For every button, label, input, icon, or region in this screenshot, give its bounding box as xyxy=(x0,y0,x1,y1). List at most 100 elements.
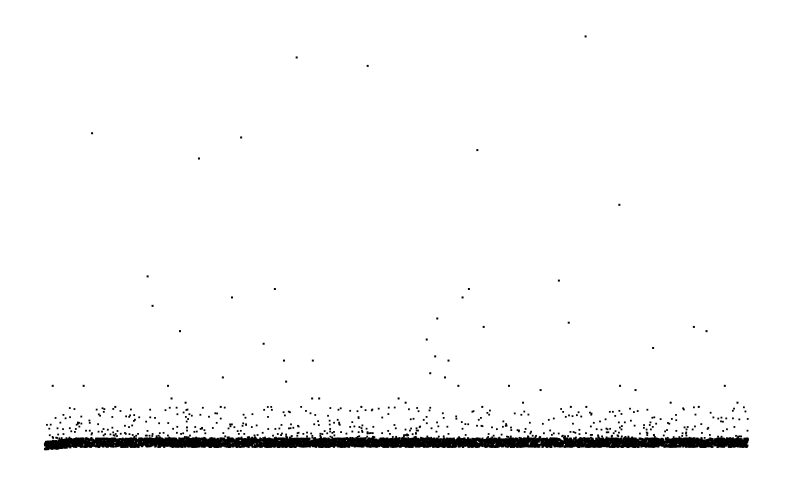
scatter-point xyxy=(404,444,407,448)
scatter-point xyxy=(173,444,176,447)
scatter-point xyxy=(705,440,708,443)
scatter-point xyxy=(674,440,677,443)
scatter-point xyxy=(544,440,547,443)
scatter-point xyxy=(636,444,640,447)
scatter-point xyxy=(626,445,629,448)
scatter-point xyxy=(456,437,460,440)
scatter-point xyxy=(224,440,227,443)
scatter-point xyxy=(168,438,171,441)
scatter-point xyxy=(701,445,704,448)
scatter-point xyxy=(577,445,581,448)
scatter-point xyxy=(44,442,47,445)
scatter-point xyxy=(331,444,334,447)
scatter-point xyxy=(548,444,551,447)
scatter-point xyxy=(84,443,87,446)
scatter-point xyxy=(222,437,225,440)
scatter-point xyxy=(434,444,437,447)
scatter-point xyxy=(619,445,622,448)
scatter-point xyxy=(583,439,586,442)
scatter-point xyxy=(46,445,49,448)
scatter-point xyxy=(244,444,247,447)
scatter-point xyxy=(447,445,451,448)
scatter-point xyxy=(393,439,397,442)
scatter-point xyxy=(208,440,211,444)
scatter-point xyxy=(472,438,475,441)
scatter-point xyxy=(656,440,660,444)
scatter-point xyxy=(436,445,440,448)
scatter-point xyxy=(100,439,103,442)
scatter-point xyxy=(160,444,163,447)
scatter-point xyxy=(659,439,662,443)
scatter-point xyxy=(349,443,353,446)
scatter-point xyxy=(378,438,381,441)
scatter-point xyxy=(410,442,413,445)
scatter-point xyxy=(695,443,698,446)
scatter-point xyxy=(332,443,336,447)
scatter-point xyxy=(602,438,605,442)
scatter-point xyxy=(627,444,630,447)
scatter-point xyxy=(507,441,510,444)
scatter-point xyxy=(257,444,260,447)
scatter-point xyxy=(640,444,644,447)
scatter-point xyxy=(524,444,527,447)
scatter-point xyxy=(56,441,59,444)
scatter-point xyxy=(736,438,739,442)
scatter-point xyxy=(649,441,653,445)
scatter-point xyxy=(279,438,282,441)
scatter-point xyxy=(630,439,634,442)
scatter-point xyxy=(257,439,260,442)
scatter-point xyxy=(193,438,196,441)
scatter-point xyxy=(595,438,598,441)
scatter-point xyxy=(249,441,252,445)
scatter-point xyxy=(100,440,103,444)
scatter-point xyxy=(351,444,354,447)
scatter-point xyxy=(673,438,676,441)
scatter-point xyxy=(179,437,182,440)
scatter-point xyxy=(114,442,117,445)
scatter-point xyxy=(156,441,160,444)
scatter-point xyxy=(223,441,227,444)
scatter-point xyxy=(76,442,79,445)
scatter-point xyxy=(166,438,170,441)
scatter-point xyxy=(140,443,143,446)
scatter-point xyxy=(183,445,187,448)
scatter-point xyxy=(253,444,257,447)
scatter-point xyxy=(537,440,540,443)
scatter-point xyxy=(402,440,405,443)
scatter-point xyxy=(217,439,220,443)
scatter-point xyxy=(65,441,69,444)
scatter-point xyxy=(683,437,686,440)
scatter-point xyxy=(377,443,380,447)
scatter-point xyxy=(189,438,192,441)
scatter-point xyxy=(275,443,278,446)
scatter-point xyxy=(737,441,740,444)
scatter-point xyxy=(64,444,67,447)
scatter-point xyxy=(568,438,571,442)
scatter-point xyxy=(370,438,373,441)
scatter-point xyxy=(215,440,218,444)
scatter-point xyxy=(67,443,71,446)
scatter-point xyxy=(443,444,446,447)
scatter-point xyxy=(169,441,172,444)
scatter-point xyxy=(426,438,430,441)
scatter-point xyxy=(347,438,351,441)
scatter-point xyxy=(731,442,735,445)
scatter-point xyxy=(333,439,336,442)
scatter-point xyxy=(515,438,518,441)
scatter-point xyxy=(332,441,336,444)
scatter-point xyxy=(723,439,726,442)
scatter-point xyxy=(404,442,407,446)
scatter-point xyxy=(52,441,55,444)
scatter-point xyxy=(328,441,331,444)
scatter-point xyxy=(95,444,98,447)
scatter-point xyxy=(179,443,182,446)
scatter-point xyxy=(329,441,332,444)
scatter-point xyxy=(461,438,464,441)
scatter-point xyxy=(124,438,127,441)
scatter-point xyxy=(173,442,176,445)
scatter-point xyxy=(723,445,726,448)
scatter-point xyxy=(222,441,225,444)
scatter-point xyxy=(119,440,122,444)
scatter-point xyxy=(315,442,319,445)
scatter-point xyxy=(612,445,616,448)
